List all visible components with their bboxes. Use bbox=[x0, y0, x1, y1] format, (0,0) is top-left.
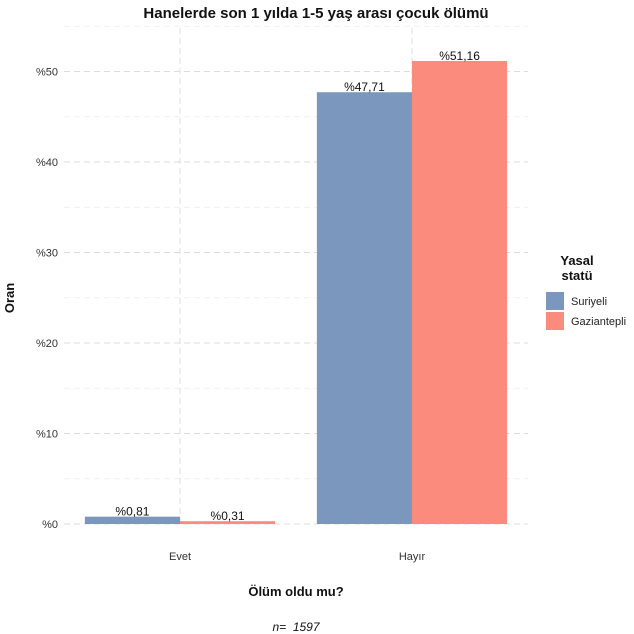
bars bbox=[84, 61, 508, 525]
chart-title: Hanelerde son 1 yılda 1-5 yaş arası çocu… bbox=[143, 5, 488, 22]
bar bbox=[84, 516, 180, 524]
y-axis-title: Oran bbox=[2, 283, 17, 313]
bar-value-label: %47,71 bbox=[344, 80, 385, 94]
y-axis: %0 %10 %20 %30 %40 %50 bbox=[36, 67, 58, 532]
legend-label: Suriyeli bbox=[571, 296, 607, 308]
x-axis-title: Ölüm oldu mu? bbox=[248, 584, 343, 599]
legend-swatch bbox=[546, 292, 564, 310]
y-tick-label: %0 bbox=[42, 519, 58, 531]
caption: n= 1597 bbox=[272, 620, 320, 634]
bar-value-label: %0,81 bbox=[115, 505, 149, 519]
legend-label: Gaziantepli bbox=[571, 316, 626, 328]
x-axis: Evet Hayır bbox=[169, 551, 425, 563]
y-tick-label: %20 bbox=[36, 338, 58, 350]
legend-swatch bbox=[546, 312, 564, 330]
y-tick-label: %40 bbox=[36, 157, 58, 169]
y-tick-label: %30 bbox=[36, 248, 58, 260]
bar-labels: %0,81 %47,71 %0,31 %51,16 bbox=[115, 49, 480, 523]
x-tick-label: Hayır bbox=[399, 551, 426, 563]
bar bbox=[180, 521, 276, 524]
bar bbox=[412, 61, 508, 524]
x-tick-label: Evet bbox=[169, 551, 191, 563]
bar bbox=[316, 92, 412, 525]
bar-value-label: %51,16 bbox=[439, 49, 480, 63]
y-tick-label: %50 bbox=[36, 67, 58, 79]
y-tick-label: %10 bbox=[36, 429, 58, 441]
bar-value-label: %0,31 bbox=[211, 509, 245, 523]
legend-title: statü bbox=[561, 268, 592, 283]
legend-title: Yasal bbox=[560, 253, 593, 268]
